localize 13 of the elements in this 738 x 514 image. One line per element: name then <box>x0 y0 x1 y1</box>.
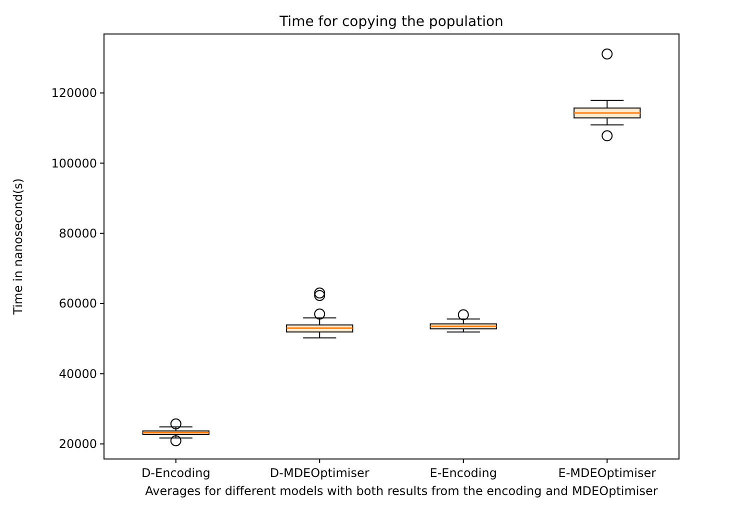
chart-title: Time for copying the population <box>278 14 504 30</box>
x-tick-label: D-Encoding <box>141 466 210 480</box>
x-tick-label: E-Encoding <box>430 466 497 480</box>
x-axis-title: Averages for different models with both results from the encoding and MDEOptimiser <box>145 484 658 498</box>
y-tick-label: 100000 <box>51 156 97 170</box>
y-axis-title: Time in nanosecond(s) <box>11 178 25 316</box>
y-tick-label: 120000 <box>51 86 97 100</box>
y-tick-label: 40000 <box>58 366 97 381</box>
y-tick-label: 80000 <box>58 226 97 241</box>
x-tick-label: E-MDEOptimiser <box>558 466 656 480</box>
x-tick-label: D-MDEOptimiser <box>270 466 370 480</box>
y-tick-label: 20000 <box>58 437 97 452</box>
y-tick-label: 60000 <box>58 296 97 311</box>
